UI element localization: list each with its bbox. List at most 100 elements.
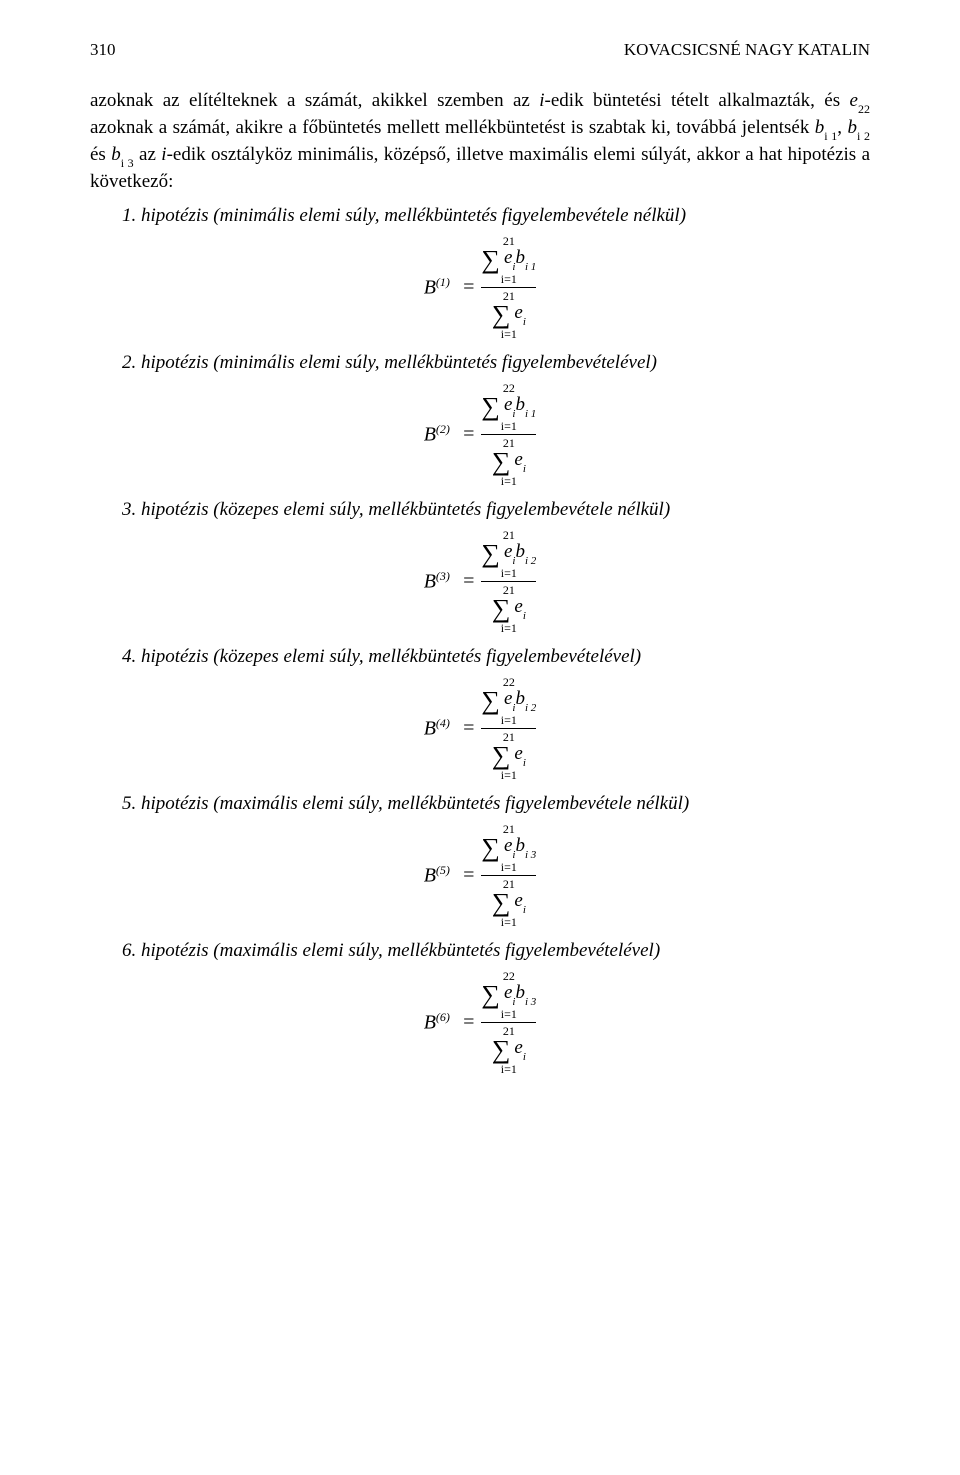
formula-block: B(1) = 21 ∑ eibi 1 i=1 21 ∑ ei i=1: [90, 235, 870, 340]
fraction: 22 ∑ eibi 2 i=1 21 ∑ ei i=1: [481, 676, 536, 781]
formula: B(6) = 22 ∑ eibi 3 i=1 21 ∑ ei i=1: [424, 970, 537, 1075]
sigma-icon: ∑: [481, 394, 500, 420]
formula-lhs: B(5): [424, 863, 450, 888]
sigma-icon: ∑: [481, 541, 500, 567]
sum-expression: 21 ∑ ei i=1: [492, 1025, 526, 1075]
sum-lower-limit: i=1: [501, 861, 517, 873]
formula-block: B(4) = 22 ∑ eibi 2 i=1 21 ∑ ei i=1: [90, 676, 870, 781]
sum-term: ei: [514, 744, 526, 767]
sigma-icon: ∑: [492, 890, 511, 916]
formula-block: B(2) = 22 ∑ eibi 1 i=1 21 ∑ ei i=1: [90, 382, 870, 487]
sum-term: eibi 1: [504, 248, 536, 271]
sum-term: ei: [514, 303, 526, 326]
sum-expression: 21 ∑ ei i=1: [492, 437, 526, 487]
sum-lower-limit: i=1: [501, 916, 517, 928]
sum-term: eibi 3: [504, 983, 536, 1006]
hypothesis-block: 4. hipotézis (közepes elemi súly, mellék…: [90, 646, 870, 781]
equals-sign: =: [462, 423, 476, 446]
formula-lhs: B(6): [424, 1010, 450, 1035]
sigma-icon: ∑: [492, 449, 511, 475]
page: 310 KOVACSICSNÉ NAGY KATALIN azoknak az …: [0, 0, 960, 1475]
hypothesis-label: 6. hipotézis (maximális elemi súly, mell…: [90, 940, 870, 962]
sum-upper-limit: 22: [503, 970, 515, 982]
sum-expression: 21 ∑ ei i=1: [492, 878, 526, 928]
sum-expression: 21 ∑ eibi 2 i=1: [481, 529, 536, 579]
hypotheses-list: 1. hipotézis (minimális elemi súly, mell…: [90, 205, 870, 1075]
page-header: 310 KOVACSICSNÉ NAGY KATALIN: [90, 40, 870, 60]
sum-term: ei: [514, 450, 526, 473]
equals-sign: =: [462, 717, 476, 740]
formula: B(5) = 21 ∑ eibi 3 i=1 21 ∑ ei i=1: [424, 823, 537, 928]
sum-upper-limit: 21: [503, 823, 515, 835]
hypothesis-block: 3. hipotézis (közepes elemi súly, mellék…: [90, 499, 870, 634]
running-head: KOVACSICSNÉ NAGY KATALIN: [624, 40, 870, 60]
fraction-rule: [481, 875, 536, 876]
hypothesis-label: 4. hipotézis (közepes elemi súly, mellék…: [90, 646, 870, 668]
sigma-icon: ∑: [481, 835, 500, 861]
fraction-rule: [481, 287, 536, 288]
sum-term: eibi 3: [504, 836, 536, 859]
sigma-icon: ∑: [492, 1037, 511, 1063]
formula: B(1) = 21 ∑ eibi 1 i=1 21 ∑ ei i=1: [424, 235, 537, 340]
hypothesis-block: 5. hipotézis (maximális elemi súly, mell…: [90, 793, 870, 928]
sigma-icon: ∑: [492, 302, 511, 328]
fraction-rule: [481, 1022, 536, 1023]
sum-expression: 21 ∑ eibi 1 i=1: [481, 235, 536, 285]
hypothesis-label: 3. hipotézis (közepes elemi súly, mellék…: [90, 499, 870, 521]
sum-expression: 21 ∑ ei i=1: [492, 290, 526, 340]
fraction-rule: [481, 728, 536, 729]
sum-expression: 21 ∑ eibi 3 i=1: [481, 823, 536, 873]
sum-expression: 21 ∑ ei i=1: [492, 731, 526, 781]
sum-upper-limit: 22: [503, 676, 515, 688]
sigma-icon: ∑: [481, 982, 500, 1008]
sum-lower-limit: i=1: [501, 1008, 517, 1020]
formula: B(2) = 22 ∑ eibi 1 i=1 21 ∑ ei i=1: [424, 382, 537, 487]
sum-lower-limit: i=1: [501, 769, 517, 781]
fraction: 21 ∑ eibi 1 i=1 21 ∑ ei i=1: [481, 235, 536, 340]
fraction-rule: [481, 434, 536, 435]
fraction: 22 ∑ eibi 3 i=1 21 ∑ ei i=1: [481, 970, 536, 1075]
formula: B(4) = 22 ∑ eibi 2 i=1 21 ∑ ei i=1: [424, 676, 537, 781]
hypothesis-label: 5. hipotézis (maximális elemi súly, mell…: [90, 793, 870, 815]
sigma-icon: ∑: [492, 743, 511, 769]
sum-lower-limit: i=1: [501, 420, 517, 432]
fraction: 21 ∑ eibi 3 i=1 21 ∑ ei i=1: [481, 823, 536, 928]
hypothesis-block: 1. hipotézis (minimális elemi súly, mell…: [90, 205, 870, 340]
sum-term: eibi 2: [504, 542, 536, 565]
sum-term: ei: [514, 891, 526, 914]
page-number: 310: [90, 40, 116, 60]
hypothesis-label: 2. hipotézis (minimális elemi súly, mell…: [90, 352, 870, 374]
formula-block: B(6) = 22 ∑ eibi 3 i=1 21 ∑ ei i=1: [90, 970, 870, 1075]
sum-lower-limit: i=1: [501, 1063, 517, 1075]
sum-expression: 22 ∑ eibi 3 i=1: [481, 970, 536, 1020]
sum-lower-limit: i=1: [501, 567, 517, 579]
sum-lower-limit: i=1: [501, 273, 517, 285]
sum-term: eibi 1: [504, 395, 536, 418]
formula-block: B(3) = 21 ∑ eibi 2 i=1 21 ∑ ei i=1: [90, 529, 870, 634]
hypothesis-label: 1. hipotézis (minimális elemi súly, mell…: [90, 205, 870, 227]
formula-block: B(5) = 21 ∑ eibi 3 i=1 21 ∑ ei i=1: [90, 823, 870, 928]
equals-sign: =: [462, 864, 476, 887]
sum-lower-limit: i=1: [501, 328, 517, 340]
sum-upper-limit: 21: [503, 235, 515, 247]
sigma-icon: ∑: [481, 688, 500, 714]
sum-term: ei: [514, 1038, 526, 1061]
hypothesis-block: 2. hipotézis (minimális elemi súly, mell…: [90, 352, 870, 487]
sum-expression: 22 ∑ eibi 2 i=1: [481, 676, 536, 726]
fraction: 22 ∑ eibi 1 i=1 21 ∑ ei i=1: [481, 382, 536, 487]
sum-expression: 22 ∑ eibi 1 i=1: [481, 382, 536, 432]
sum-lower-limit: i=1: [501, 622, 517, 634]
sum-upper-limit: 22: [503, 382, 515, 394]
intro-paragraph: azoknak az elítélteknek a számát, akikke…: [90, 88, 870, 195]
sigma-icon: ∑: [481, 247, 500, 273]
sum-lower-limit: i=1: [501, 475, 517, 487]
sum-expression: 21 ∑ ei i=1: [492, 584, 526, 634]
formula-lhs: B(3): [424, 569, 450, 594]
sum-upper-limit: 21: [503, 529, 515, 541]
formula-lhs: B(1): [424, 275, 450, 300]
formula-lhs: B(2): [424, 422, 450, 447]
formula-lhs: B(4): [424, 716, 450, 741]
fraction-rule: [481, 581, 536, 582]
sum-term: eibi 2: [504, 689, 536, 712]
formula: B(3) = 21 ∑ eibi 2 i=1 21 ∑ ei i=1: [424, 529, 537, 634]
